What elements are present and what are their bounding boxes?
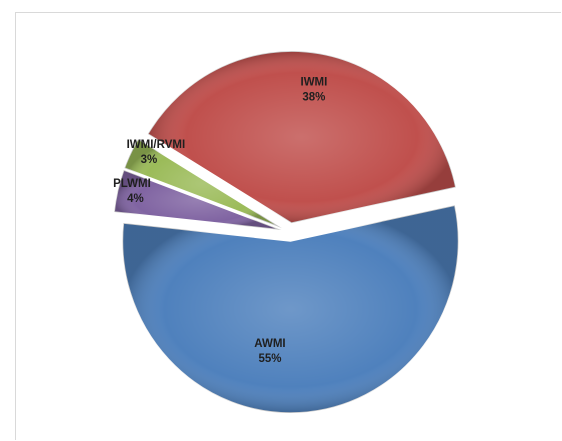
pie-slice-shading-awmi xyxy=(122,205,459,413)
slice-label-awmi: AWMI xyxy=(254,338,285,350)
pie-slice-shading-iwmi-rvmi xyxy=(124,138,282,229)
slice-label-iwmi-rvmi: IWMI/RVMI xyxy=(127,139,186,151)
slice-label-iwmi: IWMI xyxy=(301,76,328,88)
slice-value-iwmi-rvmi: 3% xyxy=(141,154,158,166)
pie-slice-shading-iwmi xyxy=(147,51,456,224)
chart-area xyxy=(15,12,561,440)
slice-value-awmi: 55% xyxy=(258,353,281,365)
slice-label-plwmi: PLWMI xyxy=(113,178,151,190)
slice-value-plwmi: 4% xyxy=(127,193,144,205)
slice-value-iwmi: 38% xyxy=(302,91,325,103)
pie-slice-shading-plwmi xyxy=(114,169,282,230)
